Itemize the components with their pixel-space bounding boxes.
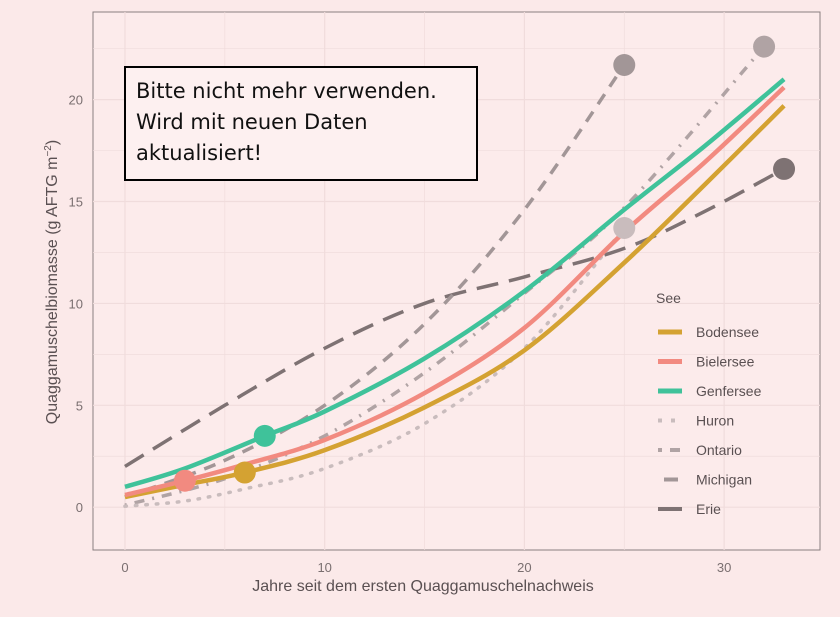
data-point-huron — [613, 217, 636, 240]
y-axis-label-sup: −2 — [43, 145, 54, 157]
legend-label-michigan: Michigan — [696, 472, 752, 488]
note-line: aktualisiert! — [136, 141, 263, 165]
series-line-erie — [124, 167, 785, 468]
x-tick-label: 30 — [717, 560, 731, 575]
legend-label-bodensee: Bodensee — [696, 324, 759, 340]
x-tick-label: 0 — [121, 560, 128, 575]
series-line-bielersee — [124, 85, 786, 498]
data-point-erie — [773, 157, 796, 180]
x-axis-label: Jahre seit dem ersten Quaggamuschelnachw… — [252, 578, 594, 595]
series-line-bodensee — [124, 104, 786, 500]
legend-label-bielersee: Bielersee — [696, 354, 755, 370]
note-line: Wird mit neuen Daten — [136, 110, 368, 134]
y-tick-label: 0 — [76, 500, 83, 515]
legend: See Bodensee Bielersee Genfersee Huron Ontar… — [656, 290, 762, 517]
y-tick-label: 15 — [69, 195, 83, 210]
y-axis-label: Quaggamuschelbiomasse (g AFTG m−2) — [43, 140, 61, 424]
x-tick-label: 20 — [517, 560, 531, 575]
data-point-bielersee — [173, 469, 196, 492]
data-point-michigan — [613, 53, 636, 76]
y-tick-label: 20 — [69, 93, 83, 108]
x-tick-label: 10 — [317, 560, 331, 575]
y-tick-label: 10 — [69, 296, 83, 311]
series-line-genfersee — [124, 77, 786, 489]
legend-label-genfersee: Genfersee — [696, 383, 762, 399]
y-tick-label: 5 — [76, 398, 83, 413]
data-point-bodensee — [233, 461, 256, 484]
deprecation-note: Bitte nicht mehr verwenden. Wird mit neu… — [124, 66, 478, 181]
series-line-huron — [123, 226, 627, 508]
legend-label-erie: Erie — [696, 501, 721, 517]
data-point-genfersee — [253, 424, 276, 447]
legend-label-huron: Huron — [696, 413, 734, 429]
legend-title: See — [656, 290, 681, 306]
note-line: Bitte nicht mehr verwenden. — [136, 79, 437, 103]
legend-label-ontario: Ontario — [696, 442, 742, 458]
data-point-ontario — [753, 35, 776, 58]
